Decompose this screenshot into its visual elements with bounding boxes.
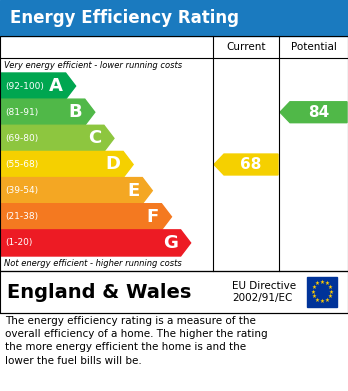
Text: (1-20): (1-20) bbox=[5, 239, 32, 248]
Text: ★: ★ bbox=[324, 282, 329, 287]
Text: Current: Current bbox=[226, 42, 266, 52]
Text: 68: 68 bbox=[240, 157, 262, 172]
Polygon shape bbox=[0, 125, 114, 151]
Text: E: E bbox=[127, 182, 139, 200]
Polygon shape bbox=[0, 230, 191, 256]
Text: ★: ★ bbox=[310, 289, 315, 294]
Polygon shape bbox=[0, 73, 76, 99]
Text: Potential: Potential bbox=[291, 42, 337, 52]
Text: ★: ★ bbox=[315, 282, 320, 287]
Text: EU Directive
2002/91/EC: EU Directive 2002/91/EC bbox=[232, 281, 296, 303]
Text: (21-38): (21-38) bbox=[5, 212, 38, 221]
Text: Energy Efficiency Rating: Energy Efficiency Rating bbox=[10, 9, 239, 27]
Text: D: D bbox=[105, 156, 120, 174]
Text: (69-80): (69-80) bbox=[5, 134, 38, 143]
Polygon shape bbox=[0, 151, 133, 178]
Text: ★: ★ bbox=[327, 294, 332, 299]
Polygon shape bbox=[214, 154, 278, 175]
Polygon shape bbox=[0, 99, 95, 125]
Text: F: F bbox=[146, 208, 158, 226]
Text: (39-54): (39-54) bbox=[5, 186, 38, 195]
Text: ★: ★ bbox=[311, 285, 316, 290]
Text: (92-100): (92-100) bbox=[5, 82, 44, 91]
Bar bbox=[0, 36, 348, 271]
Polygon shape bbox=[280, 102, 347, 123]
Text: The energy efficiency rating is a measure of the
overall efficiency of a home. T: The energy efficiency rating is a measur… bbox=[5, 316, 268, 366]
Text: (55-68): (55-68) bbox=[5, 160, 38, 169]
Text: 84: 84 bbox=[308, 105, 329, 120]
Text: ★: ★ bbox=[319, 280, 324, 285]
Text: Very energy efficient - lower running costs: Very energy efficient - lower running co… bbox=[4, 61, 182, 70]
Text: ★: ★ bbox=[319, 299, 324, 304]
Text: Not energy efficient - higher running costs: Not energy efficient - higher running co… bbox=[4, 259, 182, 268]
Polygon shape bbox=[0, 178, 152, 204]
Text: ★: ★ bbox=[311, 294, 316, 299]
Text: B: B bbox=[68, 103, 82, 121]
Text: ★: ★ bbox=[324, 298, 329, 303]
Text: ★: ★ bbox=[315, 298, 320, 303]
Text: C: C bbox=[88, 129, 101, 147]
Text: England & Wales: England & Wales bbox=[7, 283, 191, 301]
Text: A: A bbox=[49, 77, 63, 95]
Text: ★: ★ bbox=[329, 289, 334, 294]
Text: (81-91): (81-91) bbox=[5, 108, 38, 117]
Text: G: G bbox=[163, 234, 177, 252]
Polygon shape bbox=[0, 204, 172, 230]
Bar bbox=[307, 277, 337, 307]
Bar bbox=[0, 271, 348, 313]
Bar bbox=[0, 0, 348, 36]
Text: ★: ★ bbox=[327, 285, 332, 290]
